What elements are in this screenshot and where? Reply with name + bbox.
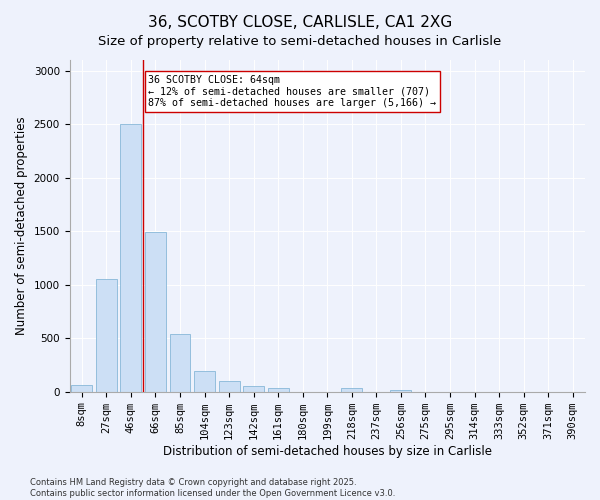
- Y-axis label: Number of semi-detached properties: Number of semi-detached properties: [15, 116, 28, 335]
- Bar: [170, 334, 190, 392]
- Bar: [391, 390, 412, 392]
- Text: 36, SCOTBY CLOSE, CARLISLE, CA1 2XG: 36, SCOTBY CLOSE, CARLISLE, CA1 2XG: [148, 15, 452, 30]
- Bar: [268, 388, 289, 392]
- Bar: [218, 381, 239, 392]
- Bar: [71, 386, 92, 392]
- Text: Size of property relative to semi-detached houses in Carlisle: Size of property relative to semi-detach…: [98, 35, 502, 48]
- X-axis label: Distribution of semi-detached houses by size in Carlisle: Distribution of semi-detached houses by …: [163, 444, 492, 458]
- Text: Contains HM Land Registry data © Crown copyright and database right 2025.
Contai: Contains HM Land Registry data © Crown c…: [30, 478, 395, 498]
- Bar: [145, 232, 166, 392]
- Bar: [194, 372, 215, 392]
- Text: 36 SCOTBY CLOSE: 64sqm
← 12% of semi-detached houses are smaller (707)
87% of se: 36 SCOTBY CLOSE: 64sqm ← 12% of semi-det…: [148, 75, 436, 108]
- Bar: [243, 386, 264, 392]
- Bar: [121, 124, 142, 392]
- Bar: [96, 280, 117, 392]
- Bar: [341, 388, 362, 392]
